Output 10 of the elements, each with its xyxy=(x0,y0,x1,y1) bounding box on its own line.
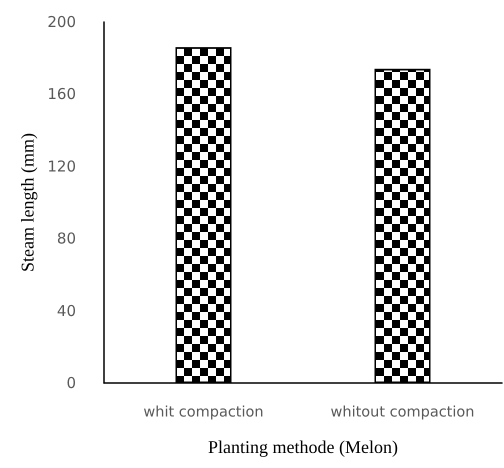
y-tick-label: 80 xyxy=(56,230,76,248)
y-tick-label: 0 xyxy=(66,374,76,392)
y-tick-label: 120 xyxy=(47,157,76,176)
y-tick-label: 40 xyxy=(56,302,76,320)
x-tick-label: whit compaction xyxy=(143,404,264,420)
y-tick-label: 160 xyxy=(47,85,76,104)
x-axis-title: Planting methode (Melon) xyxy=(208,437,398,457)
y-axis-title: Steam length (mm) xyxy=(17,133,38,272)
y-tick-label: 200 xyxy=(47,13,76,31)
x-tick-label: whitout compaction xyxy=(330,404,474,420)
